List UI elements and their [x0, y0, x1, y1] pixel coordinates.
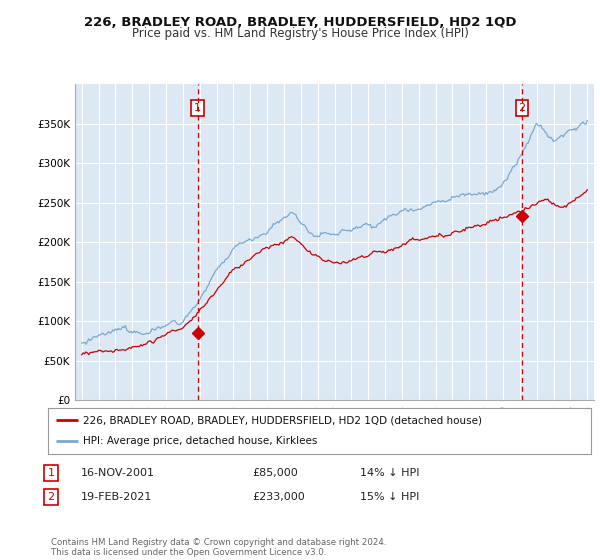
Text: 19-FEB-2021: 19-FEB-2021 [81, 492, 152, 502]
Text: £85,000: £85,000 [252, 468, 298, 478]
Text: 1: 1 [47, 468, 55, 478]
Text: Contains HM Land Registry data © Crown copyright and database right 2024.
This d: Contains HM Land Registry data © Crown c… [51, 538, 386, 557]
Text: 226, BRADLEY ROAD, BRADLEY, HUDDERSFIELD, HD2 1QD (detached house): 226, BRADLEY ROAD, BRADLEY, HUDDERSFIELD… [83, 415, 482, 425]
Text: 14% ↓ HPI: 14% ↓ HPI [360, 468, 419, 478]
Text: 2: 2 [47, 492, 55, 502]
Text: £233,000: £233,000 [252, 492, 305, 502]
Text: 15% ↓ HPI: 15% ↓ HPI [360, 492, 419, 502]
Text: HPI: Average price, detached house, Kirklees: HPI: Average price, detached house, Kirk… [83, 436, 317, 446]
Text: 16-NOV-2001: 16-NOV-2001 [81, 468, 155, 478]
Text: 1: 1 [194, 102, 201, 113]
Text: 226, BRADLEY ROAD, BRADLEY, HUDDERSFIELD, HD2 1QD: 226, BRADLEY ROAD, BRADLEY, HUDDERSFIELD… [84, 16, 516, 29]
Text: Price paid vs. HM Land Registry's House Price Index (HPI): Price paid vs. HM Land Registry's House … [131, 27, 469, 40]
Text: 2: 2 [518, 102, 526, 113]
